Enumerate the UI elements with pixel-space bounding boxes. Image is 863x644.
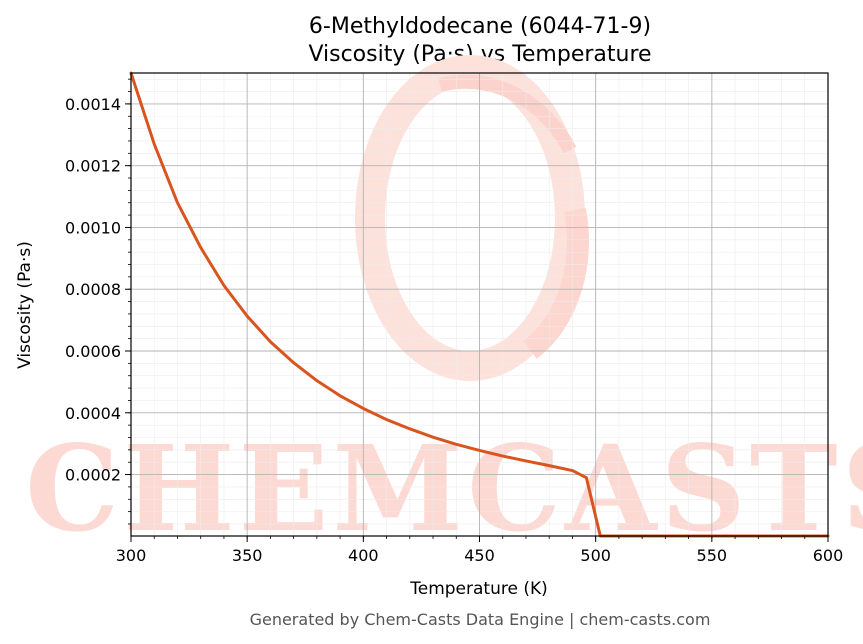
- x-tick-label: 600: [813, 546, 844, 565]
- watermark-ring-logo: [355, 55, 589, 381]
- y-axis-label: Viscosity (Pa·s): [15, 241, 35, 369]
- y-tick-label: 0.0006: [65, 342, 121, 361]
- x-tick-label: 450: [464, 546, 495, 565]
- chart-title: 6-Methyldodecane (6044-71-9): [309, 14, 651, 39]
- x-tick-label: 500: [580, 546, 611, 565]
- series-layer: [129, 71, 830, 538]
- y-tick-label: 0.0004: [65, 404, 121, 423]
- y-tick-label: 0.0002: [65, 466, 121, 485]
- y-tick-label: 0.0014: [65, 95, 121, 114]
- y-tick-label: 0.0010: [65, 218, 121, 237]
- x-tick-label: 400: [348, 546, 379, 565]
- x-tick-label: 550: [697, 546, 728, 565]
- footer-credit: Generated by Chem-Casts Data Engine | ch…: [250, 610, 711, 629]
- y-tick-label: 0.0012: [65, 157, 121, 176]
- y-tick-label: 0.0008: [65, 280, 121, 299]
- series-line-0: [129, 71, 830, 538]
- x-tick-label: 350: [232, 546, 263, 565]
- x-axis-ticks: 300 350 400 450 500 550 600: [116, 536, 844, 565]
- x-axis-label: Temperature (K): [409, 579, 548, 599]
- y-axis-ticks: 0.0002 0.0004 0.0006 0.0008 0.0010 0.0012 0.00…: [65, 78, 131, 525]
- x-tick-label: 300: [116, 546, 147, 565]
